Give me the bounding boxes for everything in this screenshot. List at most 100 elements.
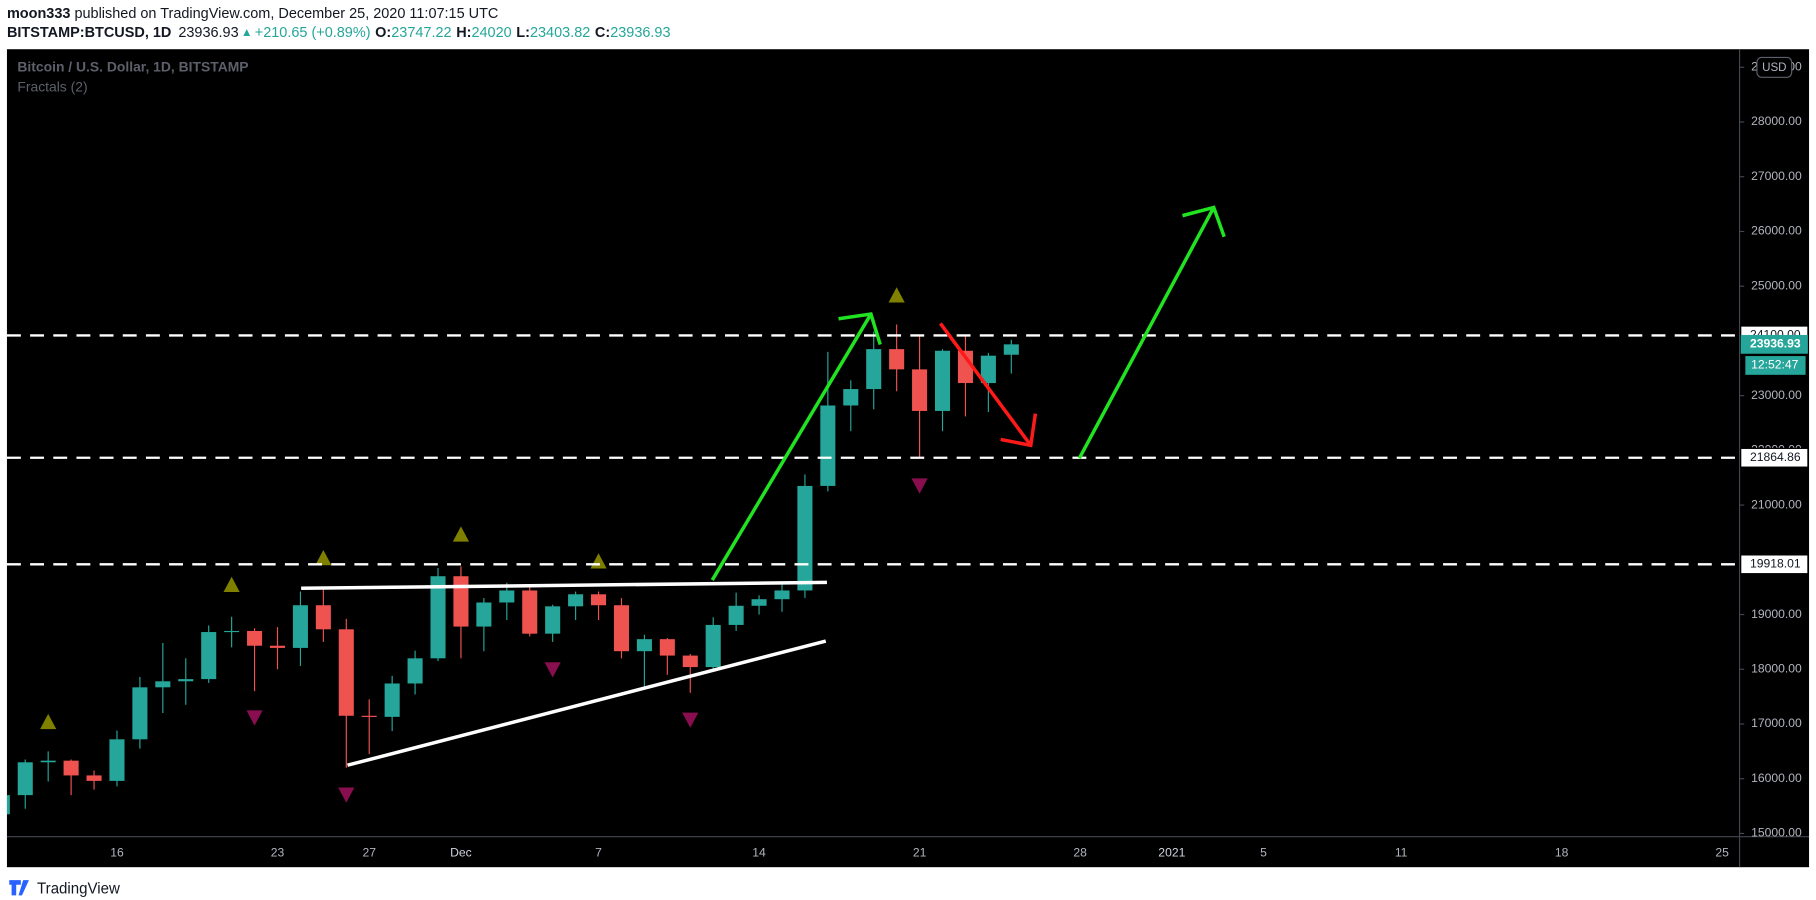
h: 24020 [471, 25, 511, 41]
candle-body [705, 624, 721, 668]
x-tick-label: 18 [1555, 845, 1569, 859]
x-tick-label: 14 [752, 845, 766, 859]
level-tag-label: 21864.86 [1750, 450, 1801, 464]
fractal-down [682, 712, 699, 728]
l: 23403.82 [530, 25, 590, 41]
candle-body [774, 590, 790, 600]
x-tick-label: 27 [362, 845, 376, 859]
chart-background [6, 49, 1810, 868]
currency-badge [1756, 56, 1793, 78]
arrow-head [838, 312, 882, 346]
candle-body [178, 679, 194, 682]
x-tick-label: 23 [271, 845, 285, 859]
candle-body [17, 762, 33, 796]
x-tick-label: 25 [1715, 845, 1729, 859]
candle-body [659, 639, 675, 656]
y-tick-label: 25000.00 [1751, 278, 1802, 292]
candle-body [1003, 344, 1019, 355]
footer: TradingView [9, 880, 120, 898]
fractal-up [452, 526, 470, 542]
y-tick-label: 23000.00 [1751, 388, 1802, 402]
candle-body [522, 590, 538, 634]
y-tick-label: 15000.00 [1751, 826, 1802, 840]
level-tag [1740, 447, 1809, 468]
y-tick-label: 17000.00 [1751, 716, 1802, 730]
y-tick-label: 18000.00 [1751, 661, 1802, 675]
arrow [939, 322, 1033, 447]
candle-body [499, 590, 515, 603]
candle-body [476, 602, 492, 627]
x-tick-label: 28 [1073, 845, 1087, 859]
candle-body [728, 605, 744, 625]
published: published on TradingView.com, December 2… [70, 6, 498, 22]
o-label: O: [375, 25, 391, 41]
candle-body [224, 630, 240, 633]
candle-body [797, 485, 813, 591]
brand: TradingView [37, 880, 120, 897]
fractal-up [315, 549, 332, 566]
candle-body [201, 632, 217, 680]
fractal-up [40, 713, 57, 730]
plot [6, 287, 1740, 815]
candle-body [934, 350, 951, 411]
candle-body [957, 350, 973, 384]
candle-body [568, 594, 584, 607]
c-label: C: [595, 25, 610, 41]
arrow [1077, 206, 1216, 460]
candle-body [40, 760, 56, 763]
candle-body [751, 599, 767, 606]
candle-body [820, 405, 836, 486]
x-tick-label: Dec [450, 845, 472, 859]
last: 23936.93 [178, 25, 238, 41]
y-tick-label: 21000.00 [1751, 497, 1802, 511]
x-tick-label: 7 [595, 845, 602, 859]
candle-body [6, 795, 10, 815]
last-price-label: 23936.93 [1750, 337, 1801, 351]
x-tick-label: 5 [1260, 845, 1267, 859]
candle-body [636, 639, 652, 652]
y-tick-label: 28000.00 [1751, 114, 1802, 128]
publish-line: moon333 published on TradingView.com, De… [7, 6, 498, 22]
indicator-label: Fractals (2) [17, 79, 87, 95]
fractal-down [544, 662, 561, 678]
candle-body [591, 594, 607, 606]
candle-body [247, 630, 263, 646]
chart-layer: 15000.00 16000.00 17000.00 18000.00 19000.00… [6, 56, 1809, 859]
candle-body [269, 645, 286, 648]
arrow-head [1000, 413, 1038, 448]
candle-body [338, 629, 354, 716]
candle-body [912, 369, 928, 411]
arrow: ▲ [241, 26, 252, 39]
candle-body [86, 775, 102, 781]
candle-body [384, 683, 400, 717]
y-tick-label: 16000.00 [1751, 771, 1802, 785]
x-tick-label: 21 [913, 845, 927, 859]
fractal-up [888, 287, 905, 303]
candle-body [613, 605, 629, 652]
y-tick-label: 19000.00 [1751, 607, 1802, 621]
level-tag-label: 19918.01 [1750, 556, 1801, 570]
candle-body [109, 739, 125, 781]
author: moon333 [7, 6, 70, 22]
h-label: H: [456, 25, 471, 41]
fractal-down [246, 710, 263, 726]
candle-body [545, 606, 561, 634]
candle-body [155, 681, 171, 688]
logo-icon [9, 880, 29, 896]
c: 23936.93 [610, 25, 670, 41]
candle-body [682, 655, 698, 668]
y-tick-label: 27000.00 [1751, 169, 1802, 183]
level-tag [1740, 554, 1809, 575]
arrow [710, 313, 873, 581]
last-price-tag [1740, 334, 1808, 354]
candle-body [132, 687, 148, 740]
x-tick-label: 2021 [1158, 845, 1185, 859]
fractal-down [911, 478, 928, 494]
arrow-head [1182, 205, 1226, 238]
fractal-down [338, 787, 355, 803]
change: +210.65 (+0.89%) [255, 25, 371, 41]
y-tick-label: 26000.00 [1751, 224, 1802, 238]
trend-line [301, 580, 827, 591]
